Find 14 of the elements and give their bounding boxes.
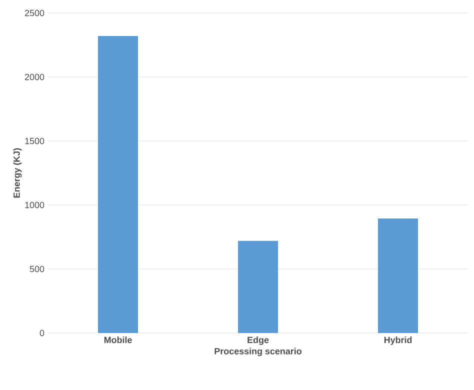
x-tick-label: Mobile bbox=[104, 336, 132, 344]
x-tick-label: Hybrid bbox=[384, 336, 412, 345]
y-tick-label: 1500 bbox=[25, 138, 44, 144]
y-tick-label: 2000 bbox=[24, 74, 44, 80]
y-tick-label: 0 bbox=[40, 330, 44, 336]
bar bbox=[238, 240, 278, 333]
y-axis-title: Energy (KJ) bbox=[13, 148, 22, 198]
x-axis-title: Processing scenario bbox=[214, 348, 302, 356]
x-tick-label: Edge bbox=[248, 336, 269, 345]
bar bbox=[378, 218, 418, 333]
bar bbox=[98, 36, 138, 333]
y-tick-label: 500 bbox=[30, 266, 44, 272]
y-tick-label: 1000 bbox=[25, 202, 44, 208]
y-tick-label: 2500 bbox=[24, 10, 44, 16]
